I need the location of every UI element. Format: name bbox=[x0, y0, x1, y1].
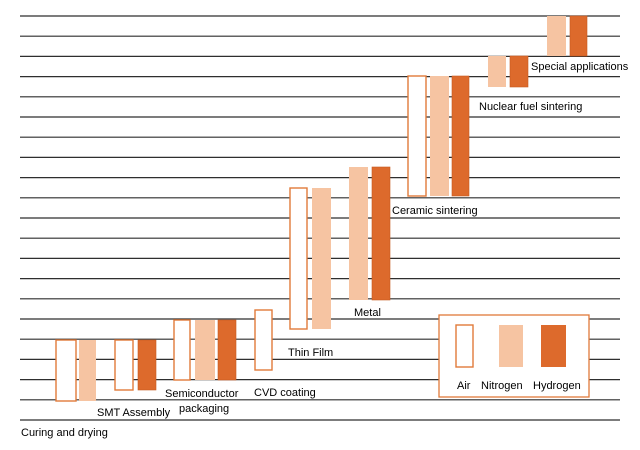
label-special-applications: Special applications bbox=[531, 61, 629, 73]
bar-1-hydrogen bbox=[137, 339, 157, 391]
bar-2-nitrogen bbox=[195, 320, 215, 380]
bar-6-air bbox=[407, 75, 427, 197]
label-curing-and-drying: Curing and drying bbox=[21, 427, 108, 439]
bar-6-nitrogen bbox=[430, 76, 449, 196]
legend-nitrogen-swatch bbox=[499, 325, 523, 367]
bar-1-air bbox=[114, 339, 134, 391]
gas-bars bbox=[55, 15, 588, 402]
label-nuclear-fuel-sintering: Nuclear fuel sintering bbox=[479, 101, 582, 113]
label-ceramic-sintering: Ceramic sintering bbox=[392, 205, 478, 217]
bar-5-hydrogen bbox=[371, 166, 391, 301]
label-semiconductor-line-2: packaging bbox=[179, 403, 229, 415]
bar-2-hydrogen bbox=[217, 319, 237, 381]
bar-4-air bbox=[289, 187, 308, 330]
bar-7-nitrogen bbox=[488, 56, 506, 87]
legend-air-label: Air bbox=[457, 380, 471, 392]
bar-0-nitrogen bbox=[79, 340, 96, 401]
label-thin-film: Thin Film bbox=[288, 347, 333, 359]
application-labels: Curing and drying SMT Assembly Semicondu… bbox=[21, 61, 629, 439]
label-smt-assembly: SMT Assembly bbox=[97, 407, 171, 419]
legend-nitrogen-label: Nitrogen bbox=[481, 380, 523, 392]
legend-hydrogen-swatch bbox=[541, 325, 566, 367]
legend-air-swatch bbox=[455, 324, 474, 368]
bar-7-hydrogen bbox=[509, 55, 529, 88]
bar-8-nitrogen bbox=[547, 16, 566, 56]
label-cvd-coating: CVD coating bbox=[254, 387, 316, 399]
bar-8-hydrogen bbox=[569, 15, 588, 57]
bar-0-air bbox=[55, 339, 77, 402]
bar-5-nitrogen bbox=[349, 167, 368, 300]
bar-3-air bbox=[254, 309, 273, 371]
label-semiconductor-line-1: Semiconductor bbox=[165, 388, 239, 400]
legend-hydrogen-label: Hydrogen bbox=[533, 380, 581, 392]
bar-4-nitrogen bbox=[312, 188, 331, 329]
label-metal: Metal bbox=[354, 307, 381, 319]
bar-2-air bbox=[173, 319, 191, 381]
bar-6-hydrogen bbox=[451, 75, 470, 197]
legend: Air Nitrogen Hydrogen bbox=[438, 314, 590, 398]
